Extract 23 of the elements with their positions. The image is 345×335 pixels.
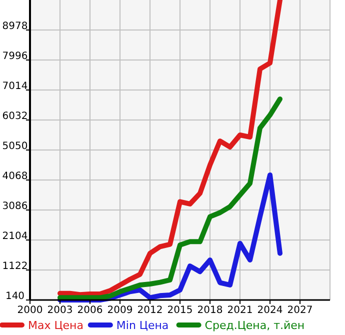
y-tick-label: 7014 bbox=[2, 81, 28, 92]
y-tick-label: 140 bbox=[5, 291, 25, 302]
x-tick-label: 2021 bbox=[227, 305, 253, 316]
y-tick-label: 1122 bbox=[2, 261, 28, 272]
y-tick-label: 4068 bbox=[2, 171, 28, 182]
x-tick-label: 2000 bbox=[17, 305, 43, 316]
y-tick-label: 3086 bbox=[2, 201, 28, 212]
y-tick-label: 2104 bbox=[2, 231, 28, 242]
y-tick-label: 7996 bbox=[2, 51, 28, 62]
x-tick-label: 2006 bbox=[77, 305, 103, 316]
x-tick-label: 2003 bbox=[47, 305, 73, 316]
x-tick-label: 2009 bbox=[107, 305, 133, 316]
legend-label: Min Цена bbox=[116, 319, 169, 332]
y-tick-label: 5050 bbox=[2, 141, 28, 152]
y-tick-label: 8978 bbox=[2, 21, 28, 32]
x-tick-label: 2018 bbox=[197, 305, 223, 316]
x-tick-label: 2027 bbox=[287, 305, 313, 316]
y-tick-label: 6032 bbox=[2, 111, 28, 122]
legend-label: Сред.Цена, т.йен bbox=[204, 319, 305, 332]
legend-label: Max Цена bbox=[28, 319, 84, 332]
x-tick-label: 2012 bbox=[137, 305, 163, 316]
x-tick-label: 2024 bbox=[257, 305, 283, 316]
x-tick-label: 2015 bbox=[167, 305, 193, 316]
